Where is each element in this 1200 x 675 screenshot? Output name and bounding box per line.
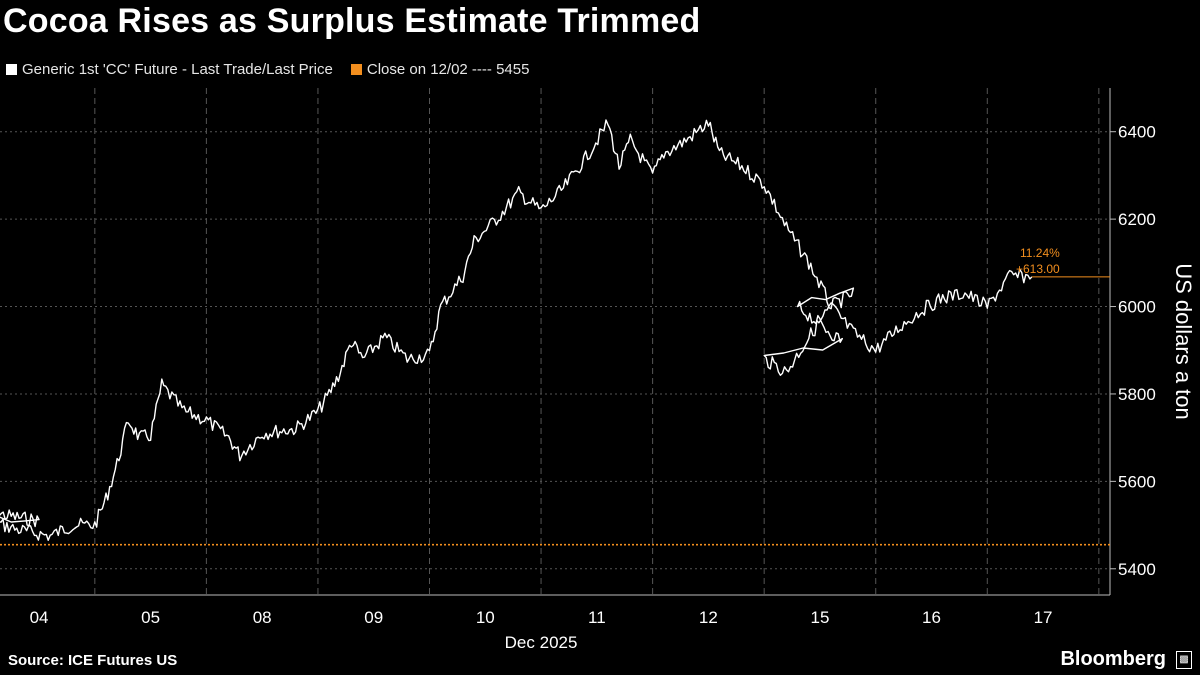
x-axis-label: Dec 2025 <box>505 633 578 652</box>
x-tick-label: 17 <box>1034 608 1053 627</box>
y-tick-label: 5400 <box>1118 560 1156 579</box>
x-tick-label: 09 <box>364 608 383 627</box>
annotation-pct: 11.24% <box>1020 246 1060 260</box>
x-tick-label: 05 <box>141 608 160 627</box>
y-tick-label: 6200 <box>1118 210 1156 229</box>
close-swatch <box>350 64 362 75</box>
series-swatch <box>6 64 17 75</box>
chart-title: Cocoa Rises as Surplus Estimate Trimmed <box>3 2 701 40</box>
y-axis-title: US dollars a ton <box>1171 263 1196 420</box>
legend-item-close: Close on 12/02 ---- 5455 <box>350 61 530 78</box>
x-tick-label: 12 <box>699 608 718 627</box>
series-line <box>0 119 1033 541</box>
line-chart: 5400 5600 5800 6000 6200 6400 04 05 08 09 10 11 12 15… <box>0 88 1196 652</box>
annotation-abs: +613.00 <box>1016 262 1060 276</box>
x-tick-label: 04 <box>30 608 49 627</box>
brand-logo: Bloomberg <box>1060 648 1166 670</box>
y-tick-label: 6000 <box>1118 298 1156 317</box>
x-tick-label: 15 <box>810 608 829 627</box>
chart-marks <box>0 119 1110 546</box>
y-tick-label: 6400 <box>1118 123 1156 142</box>
axes <box>0 88 1116 596</box>
legend-close-label: Close on 12/02 ---- 5455 <box>366 61 530 78</box>
x-tick-label: 11 <box>588 608 606 627</box>
x-tick-label: 08 <box>253 608 272 627</box>
legend: Generic 1st 'CC' Future - Last Trade/Las… <box>6 61 529 78</box>
grid <box>0 88 1110 595</box>
x-tick-label: 10 <box>476 608 495 627</box>
y-tick-label: 5800 <box>1118 385 1156 404</box>
legend-item-series: Generic 1st 'CC' Future - Last Trade/Las… <box>6 61 333 78</box>
legend-series-label: Generic 1st 'CC' Future - Last Trade/Las… <box>22 61 333 78</box>
y-tick-label: 5600 <box>1118 472 1156 491</box>
chart-icon: ▩ <box>1176 651 1192 669</box>
source-note: Source: ICE Futures US <box>8 652 178 669</box>
chart-labels: 5400 5600 5800 6000 6200 6400 04 05 08 09 10 11 12 15… <box>30 123 1196 652</box>
x-tick-label: 16 <box>922 608 941 627</box>
